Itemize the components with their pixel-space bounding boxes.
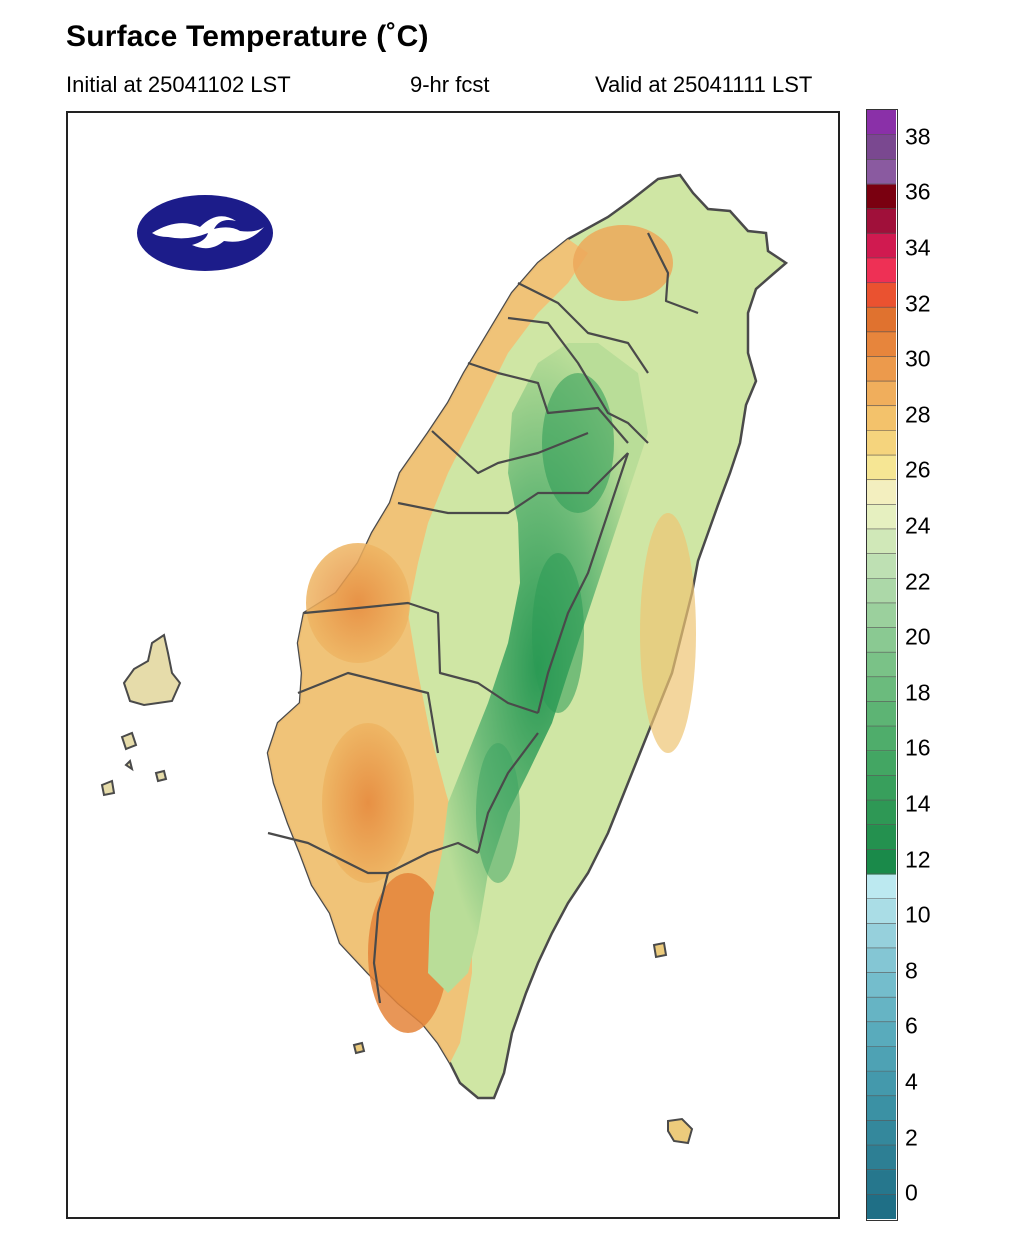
valid-time-label: Valid at 25041111 LST [595, 72, 813, 97]
colorbar-segment [867, 430, 896, 456]
green-island [652, 941, 668, 959]
colorbar-segment [867, 652, 896, 678]
colorbar-tick-label: 0 [905, 1179, 918, 1206]
map-panel [66, 111, 840, 1219]
colorbar-segment [867, 159, 896, 185]
colorbar-segment [867, 455, 896, 481]
colorbar-segment [867, 233, 896, 259]
colorbar-segment [867, 898, 896, 924]
colorbar-segment [867, 1169, 896, 1195]
colorbar [866, 109, 898, 1221]
colorbar-segment [867, 1021, 896, 1048]
orchid-island [667, 1117, 694, 1145]
colorbar-segment [867, 750, 896, 776]
colorbar-segment [867, 208, 896, 234]
colorbar-tick-label: 34 [905, 234, 931, 261]
colorbar-segment [867, 824, 896, 850]
colorbar-segment [867, 134, 896, 160]
colorbar-labels: 0 2 4 6 8 10 12 14 16 18 20 22 24 26 28 30 32 34 36 38 [905, 0, 965, 1252]
colorbar-segment [867, 849, 896, 875]
colorbar-tick-label: 16 [905, 734, 931, 761]
colorbar-segment [867, 997, 896, 1023]
colorbar-segment [867, 1046, 896, 1072]
mountain-core-central [532, 553, 584, 713]
hot-zone-south [368, 873, 448, 1033]
colorbar-segment [867, 972, 896, 998]
xiaoliuqiu-island [352, 1041, 366, 1055]
colorbar-tick-label: 4 [905, 1068, 918, 1095]
initial-time-label: Initial at 25041102 LST [66, 72, 291, 97]
colorbar-segment [867, 110, 896, 136]
colorbar-segment [867, 528, 896, 555]
colorbar-segment [867, 282, 896, 308]
colorbar-segment [867, 800, 896, 826]
colorbar-segment [867, 183, 896, 210]
colorbar-tick-label: 6 [905, 1012, 918, 1039]
penghu-islands [100, 633, 182, 797]
colorbar-segment [867, 923, 896, 949]
colorbar-tick-label: 20 [905, 623, 931, 650]
colorbar-segment [867, 947, 896, 974]
colorbar-tick-label: 24 [905, 512, 931, 539]
hot-zone-southwest [322, 723, 414, 883]
colorbar-tick-label: 14 [905, 790, 931, 817]
colorbar-segment [867, 726, 896, 752]
mountain-core-south [476, 743, 520, 883]
colorbar-tick-label: 28 [905, 401, 931, 428]
colorbar-segment [867, 381, 896, 407]
colorbar-segment [867, 873, 896, 900]
colorbar-segment [867, 257, 896, 284]
forecast-hour-label: 9-hr fcst [410, 72, 490, 97]
colorbar-tick-label: 8 [905, 957, 918, 984]
colorbar-segment [867, 1095, 896, 1122]
colorbar-tick-label: 32 [905, 290, 931, 317]
colorbar-segment [867, 1071, 896, 1097]
colorbar-tick-label: 30 [905, 345, 931, 372]
colorbar-segment [867, 479, 896, 505]
colorbar-segment [867, 331, 896, 358]
colorbar-segment [867, 405, 896, 431]
colorbar-segment [867, 578, 896, 604]
colorbar-tick-label: 36 [905, 178, 931, 205]
cwa-logo-icon [137, 195, 273, 271]
colorbar-tick-label: 22 [905, 568, 931, 595]
hot-zone-central-west [306, 543, 410, 663]
colorbar-tick-label: 2 [905, 1124, 918, 1151]
colorbar-segment [867, 1120, 896, 1146]
colorbar-tick-label: 12 [905, 846, 931, 873]
colorbar-segment [867, 676, 896, 703]
map-svg [100, 173, 789, 1145]
colorbar-tick-label: 26 [905, 456, 931, 483]
colorbar-segment [867, 701, 896, 727]
colorbar-tick-label: 18 [905, 679, 931, 706]
colorbar-segment [867, 775, 896, 801]
colorbar-segment [867, 356, 896, 382]
colorbar-tick-label: 38 [905, 123, 931, 150]
warm-zone-east [640, 513, 696, 753]
colorbar-segment [867, 627, 896, 653]
colorbar-svg [867, 110, 896, 1219]
hot-zone-north [573, 225, 673, 301]
chart-title: Surface Temperature (˚C) [66, 20, 429, 53]
colorbar-segment [867, 602, 896, 629]
county-borders [267, 232, 699, 1004]
colorbar-segment [867, 307, 896, 333]
colorbar-segment [867, 1145, 896, 1171]
colorbar-segment [867, 1194, 896, 1219]
colorbar-tick-label: 10 [905, 901, 931, 928]
colorbar-segment [867, 504, 896, 530]
colorbar-segment [867, 553, 896, 579]
